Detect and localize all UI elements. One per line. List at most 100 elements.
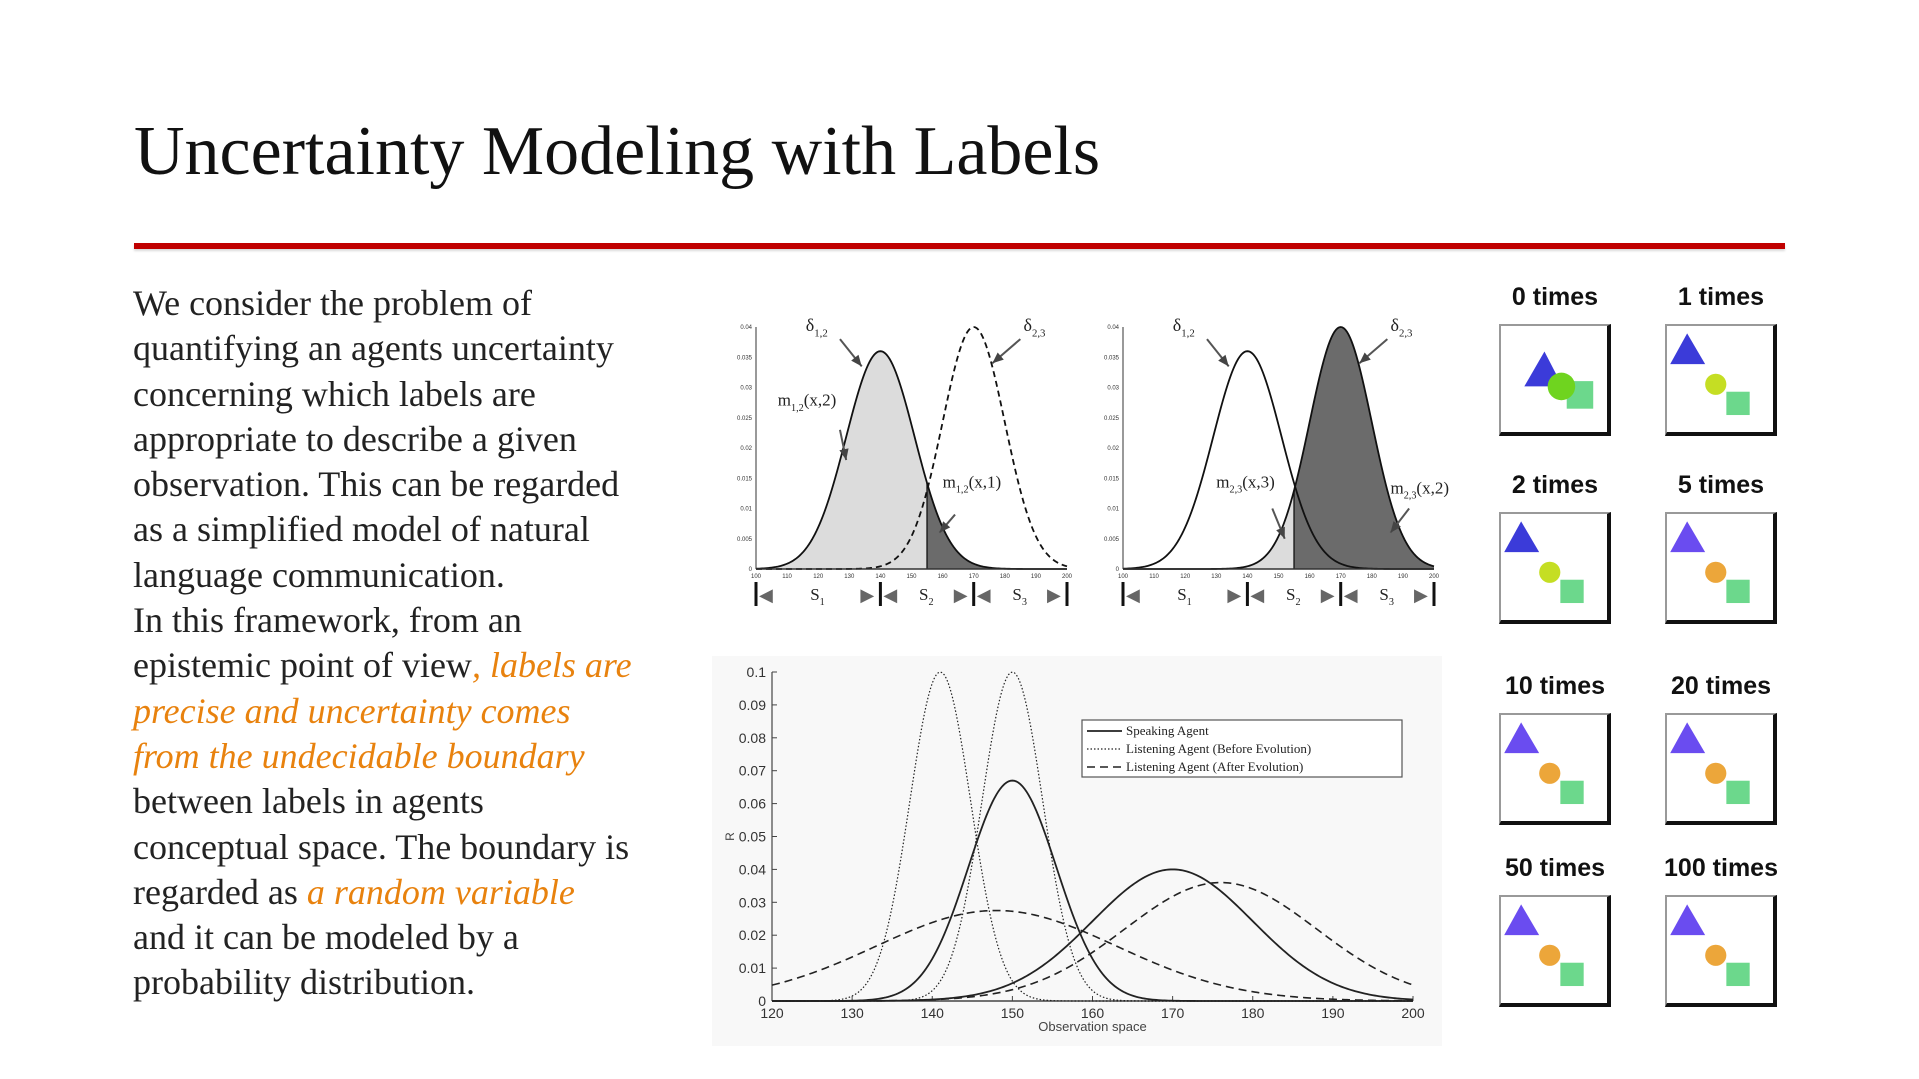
y-tick-label: 0.04 xyxy=(1107,325,1119,331)
series-curve-solid xyxy=(772,779,1413,1002)
body-line: precise and uncertainty comes xyxy=(133,689,853,734)
left-arrow-icon: ◀ xyxy=(977,585,991,605)
segment-label: S1 xyxy=(810,585,825,608)
y-tick-label: 0.035 xyxy=(737,355,753,361)
x-axis-label: Observation space xyxy=(1038,1019,1146,1034)
highlighted-text: a random variable xyxy=(306,871,575,912)
square-shape xyxy=(1560,579,1584,604)
x-tick-label: 180 xyxy=(1367,574,1378,580)
legend-entry: Listening Agent (After Evolution) xyxy=(1126,759,1303,774)
scene-graphic xyxy=(1670,904,1750,987)
x-tick-label: 180 xyxy=(1000,574,1011,580)
triangle-shape xyxy=(1670,722,1706,754)
left-arrow-icon: ◀ xyxy=(1126,585,1140,605)
square-shape xyxy=(1726,780,1750,805)
y-tick-label: 0.015 xyxy=(737,476,753,482)
arrow-head-icon xyxy=(1390,521,1401,533)
x-tick-label: 100 xyxy=(751,574,762,580)
left-arrow-icon: ◀ xyxy=(759,585,773,605)
x-tick-label: 100 xyxy=(1118,574,1129,580)
body-line: as a simplified model of natural xyxy=(133,507,853,552)
x-tick-label: 120 xyxy=(760,1005,784,1021)
x-tick-label: 200 xyxy=(1429,574,1440,580)
y-tick-label: 0.06 xyxy=(739,796,766,812)
body-text-segment: and it can be modeled by a xyxy=(133,917,519,958)
y-tick-label: 0 xyxy=(1116,567,1120,573)
y-axis-label: R xyxy=(723,832,737,841)
square-shape xyxy=(1726,962,1750,987)
arrow-head-icon xyxy=(851,354,862,367)
shape-scene xyxy=(1499,713,1611,825)
scene-graphic xyxy=(1524,351,1594,409)
segment-label: S3 xyxy=(1379,585,1394,608)
legend-entry: Listening Agent (Before Evolution) xyxy=(1126,741,1311,756)
triangle-shape xyxy=(1670,521,1706,553)
scene-graphic xyxy=(1670,333,1750,416)
square-shape xyxy=(1560,780,1584,805)
y-tick-label: 0.01 xyxy=(740,507,752,513)
circle-shape xyxy=(1547,372,1576,401)
body-text-segment: In this framework, from an xyxy=(133,600,522,641)
annotation-delta-1-2: δ1,2 xyxy=(806,315,828,339)
iteration-label: 2 times xyxy=(1511,471,1599,499)
scene-graphic xyxy=(1504,521,1584,604)
left-arrow-icon: ◀ xyxy=(883,585,897,605)
y-tick-label: 0.01 xyxy=(1107,507,1119,513)
dark-region xyxy=(1294,327,1434,569)
x-tick-label: 170 xyxy=(1161,1005,1185,1021)
body-line: quantifying an agents uncertainty xyxy=(133,326,853,371)
body-text-segment: observation. This can be regarded xyxy=(133,464,620,505)
y-tick-label: 0.04 xyxy=(740,325,752,331)
right-arrow-icon: ▶ xyxy=(1227,585,1241,605)
body-text-segment: epistemic point of view xyxy=(133,645,472,686)
body-text-segment: between labels in agents xyxy=(133,781,484,822)
y-tick-label: 0.09 xyxy=(739,697,766,713)
shape-scene xyxy=(1665,713,1777,825)
title-divider xyxy=(134,243,1785,249)
x-tick-label: 160 xyxy=(938,574,949,580)
dark-region xyxy=(927,483,1067,569)
highlighted-text: , labels are xyxy=(471,645,632,686)
right-arrow-icon: ▶ xyxy=(860,585,874,605)
x-tick-label: 150 xyxy=(1273,574,1284,580)
circle-shape xyxy=(1539,944,1561,966)
x-tick-label: 120 xyxy=(1180,574,1191,580)
series-curve-dashed xyxy=(771,909,1414,1002)
body-line: between labels in agents xyxy=(133,779,853,824)
square-shape xyxy=(1726,579,1750,604)
shape-scene xyxy=(1499,895,1611,1007)
right-arrow-icon: ▶ xyxy=(954,585,968,605)
left-arrow-icon: ◀ xyxy=(1344,585,1358,605)
annotation-m23-x3: m2,3(x,3) xyxy=(1216,472,1275,495)
x-tick-label: 190 xyxy=(1398,574,1409,580)
x-tick-label: 160 xyxy=(1305,574,1316,580)
iteration-label: 5 times xyxy=(1677,471,1765,499)
y-tick-label: 0.03 xyxy=(739,894,766,910)
body-text-segment: probability distribution. xyxy=(133,962,475,1003)
y-tick-label: 0.01 xyxy=(739,960,766,976)
series-curve-dashed xyxy=(772,881,1414,1002)
annotation-delta-1-2: δ1,2 xyxy=(1173,315,1195,339)
body-text-segment: quantifying an agents uncertainty xyxy=(133,328,614,369)
annotation-m23-x2: m2,3(x,2) xyxy=(1390,478,1449,501)
body-text-segment: We consider the problem of xyxy=(133,283,532,323)
highlighted-text: precise and uncertainty comes xyxy=(133,690,571,731)
arrow-head-icon xyxy=(939,521,951,533)
body-line: appropriate to describe a given xyxy=(133,417,853,462)
triangle-shape xyxy=(1504,904,1540,936)
body-line: In this framework, from an xyxy=(133,598,853,643)
y-tick-label: 0.02 xyxy=(740,446,752,452)
triangle-shape xyxy=(1670,904,1706,936)
x-tick-label: 190 xyxy=(1321,1005,1345,1021)
series-curve-dotted xyxy=(772,671,1413,1002)
legend-entry: Speaking Agent xyxy=(1126,723,1209,738)
scene-graphic xyxy=(1504,904,1584,987)
segment-label: S2 xyxy=(1286,585,1301,608)
arrow-head-icon xyxy=(1359,352,1371,364)
body-line: probability distribution. xyxy=(133,960,853,1005)
x-tick-label: 140 xyxy=(875,574,886,580)
circle-shape xyxy=(1705,944,1727,966)
y-tick-label: 0.005 xyxy=(1104,537,1120,543)
y-tick-label: 0.02 xyxy=(1107,446,1119,452)
